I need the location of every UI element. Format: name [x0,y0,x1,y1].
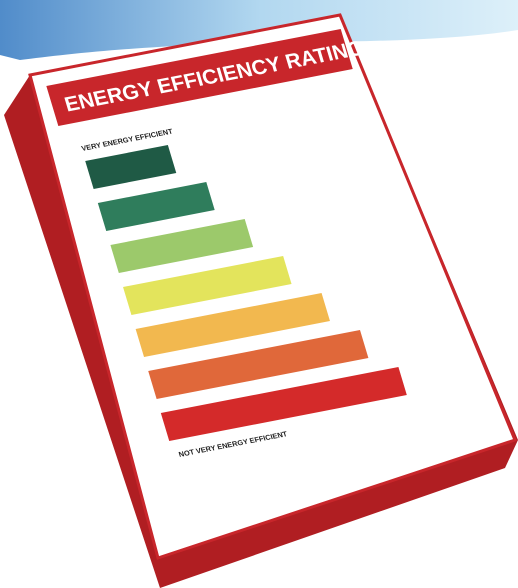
energy-label-illustration: ENERGY EFFICIENCY RATING VERY ENERGY EFF… [0,0,518,588]
